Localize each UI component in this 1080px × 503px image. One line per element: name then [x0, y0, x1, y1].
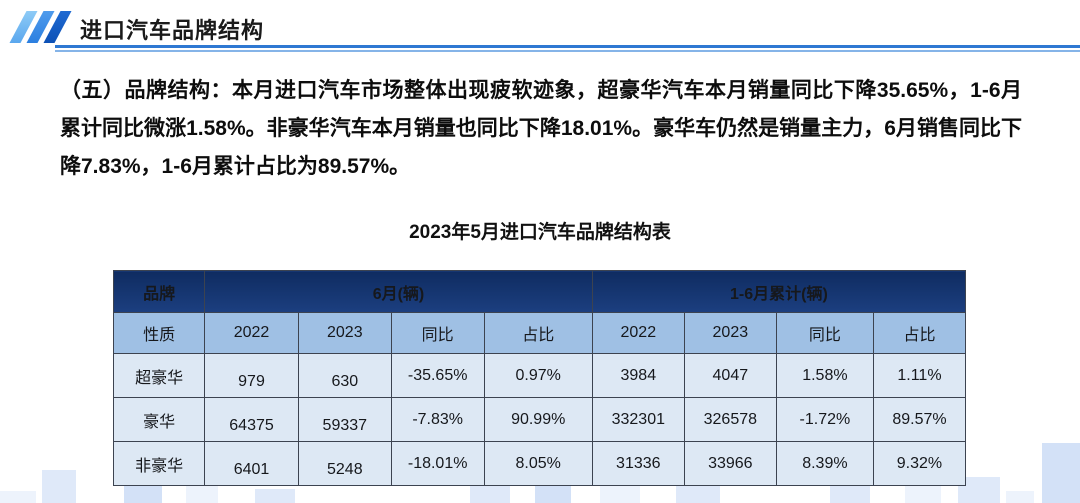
- corner-header-cell: 品牌: [112, 270, 206, 313]
- table-cell: 90.99%: [483, 397, 593, 442]
- watermark-bar: [255, 489, 295, 503]
- group-header-ytd: 1-6月累计(辆): [591, 270, 967, 313]
- row-label: 非豪华: [112, 441, 206, 486]
- summary-paragraph: （五）品牌结构：本月进口汽车市场整体出现疲软迹象，超豪华汽车本月销量同比下降35…: [60, 79, 1022, 178]
- table-cell: 4047: [683, 353, 777, 398]
- table-cell: -7.83%: [390, 397, 485, 442]
- table-cell: -18.01%: [390, 441, 485, 486]
- watermark-bar: [1042, 443, 1080, 503]
- sub-header-cell: 2022: [591, 312, 685, 354]
- watermark-bar: [186, 481, 218, 503]
- table-cell: 31336: [591, 441, 685, 486]
- table-cell: 64375: [204, 397, 299, 442]
- row-label: 豪华: [112, 397, 206, 442]
- table-cell: 0.97%: [483, 353, 593, 398]
- table-cell: 5248: [297, 441, 392, 486]
- sub-header-cell: 同比: [775, 312, 874, 354]
- sub-header-cell: 2023: [683, 312, 777, 354]
- watermark-bar: [1006, 491, 1034, 503]
- watermark-bar: [0, 491, 36, 503]
- table-cell: 332301: [591, 397, 685, 442]
- table-cell: 8.39%: [775, 441, 874, 486]
- brand-structure-table: 品牌 6月(辆) 1-6月累计(辆) 性质 2022 2023 同比 占比 20…: [112, 270, 967, 486]
- table-cell: 6401: [204, 441, 299, 486]
- row-label: 超豪华: [112, 353, 206, 398]
- table-cell: 8.05%: [483, 441, 593, 486]
- page-title: 进口汽车品牌结构: [80, 18, 265, 43]
- table-cell: 979: [204, 353, 299, 398]
- sub-header-cell: 占比: [872, 312, 967, 354]
- table-cell: 89.57%: [872, 397, 967, 442]
- watermark-bar: [42, 470, 76, 503]
- table-row-luxury: 豪华 64375 59337 -7.83% 90.99% 332301 3265…: [112, 397, 967, 442]
- table-row-ultra-luxury: 超豪华 979 630 -35.65% 0.97% 3984 4047 1.58…: [112, 353, 967, 398]
- table-cell: 1.58%: [775, 353, 874, 398]
- table-cell: 33966: [683, 441, 777, 486]
- sub-header-cell: 同比: [390, 312, 485, 354]
- sub-header-label: 性质: [112, 312, 206, 354]
- table-cell: 630: [297, 353, 392, 398]
- group-header-june: 6月(辆): [204, 270, 593, 313]
- table-cell: 3984: [591, 353, 685, 398]
- table-cell: 9.32%: [872, 441, 967, 486]
- sub-header-cell: 2022: [204, 312, 299, 354]
- sub-header-cell: 占比: [483, 312, 593, 354]
- logo-stripes-icon: [9, 11, 74, 45]
- header-rule-bottom: [55, 50, 1080, 52]
- table-title: 2023年5月进口汽车品牌结构表: [409, 222, 671, 243]
- header-rule-top: [55, 45, 1080, 48]
- table-cell: 59337: [297, 397, 392, 442]
- table-cell: 1.11%: [872, 353, 967, 398]
- sub-header-cell: 2023: [297, 312, 392, 354]
- table-cell: 326578: [683, 397, 777, 442]
- table-cell: -1.72%: [775, 397, 874, 442]
- table-sub-header-row: 性质 2022 2023 同比 占比 2022 2023 同比 占比: [112, 312, 967, 354]
- table-row-non-luxury: 非豪华 6401 5248 -18.01% 8.05% 31336 33966 …: [112, 441, 967, 486]
- table-cell: -35.65%: [390, 353, 485, 398]
- table-group-header-row: 品牌 6月(辆) 1-6月累计(辆): [112, 270, 967, 313]
